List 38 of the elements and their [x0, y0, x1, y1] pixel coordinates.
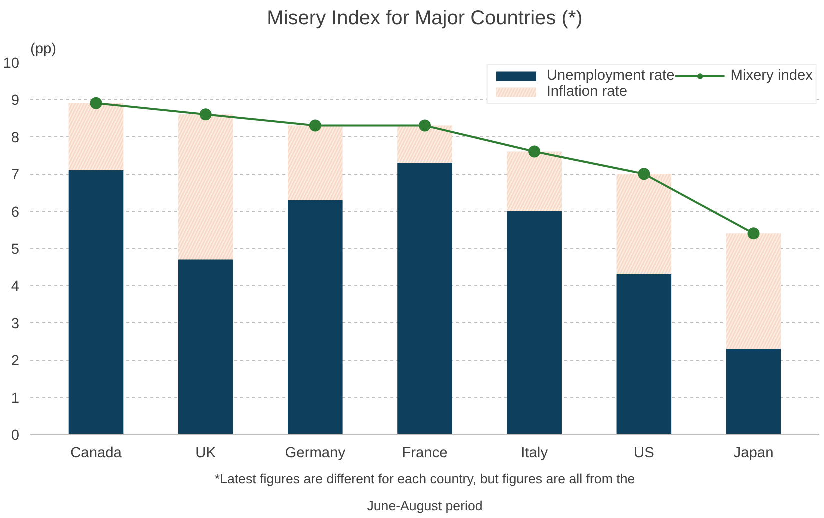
y-axis-title: (pp): [30, 42, 57, 58]
y-tick-label: 4: [11, 279, 20, 296]
y-tick-label: 2: [11, 354, 20, 370]
x-tick-label: Japan: [734, 446, 774, 462]
bar: [616, 274, 672, 434]
x-tick-label: Canada: [70, 446, 123, 462]
bar: [726, 348, 782, 434]
y-tick-label: 8: [11, 130, 20, 146]
bar: [288, 200, 343, 434]
point: [200, 108, 212, 121]
chart-title: Misery Index for Major Countries (*): [267, 8, 583, 30]
y-tick-label: 0: [11, 428, 20, 444]
y-tick-label: 5: [11, 242, 20, 258]
y-tick-label: 1: [11, 390, 20, 407]
y-tick-label: 9: [11, 93, 20, 110]
bar: [68, 170, 124, 434]
point: [90, 97, 102, 110]
point: [528, 146, 541, 158]
point: [748, 228, 760, 240]
x-tick-label: US: [634, 446, 655, 462]
legend-label: Mixery index: [730, 68, 813, 84]
y-tick-label: 10: [3, 56, 20, 72]
bar: [178, 260, 234, 434]
x-tick-label: Germany: [285, 446, 346, 462]
legend-label: Inflation rate: [546, 84, 628, 100]
text: *Latest figures are different for each country, but figures are all from the June-August period: [214, 472, 636, 514]
bar: [507, 211, 562, 434]
legend-label: Unemployment rate: [546, 68, 675, 84]
point: [309, 120, 322, 132]
y-tick-label: 3: [11, 316, 20, 332]
y-tick-label: 6: [11, 204, 20, 221]
y-tick-label: 7: [11, 168, 20, 184]
point: [638, 168, 650, 180]
point: [419, 120, 431, 132]
x-tick-label: Italy: [521, 446, 549, 462]
bar: [398, 162, 452, 434]
x-tick-label: France: [402, 446, 448, 462]
x-tick-label: UK: [196, 446, 216, 462]
